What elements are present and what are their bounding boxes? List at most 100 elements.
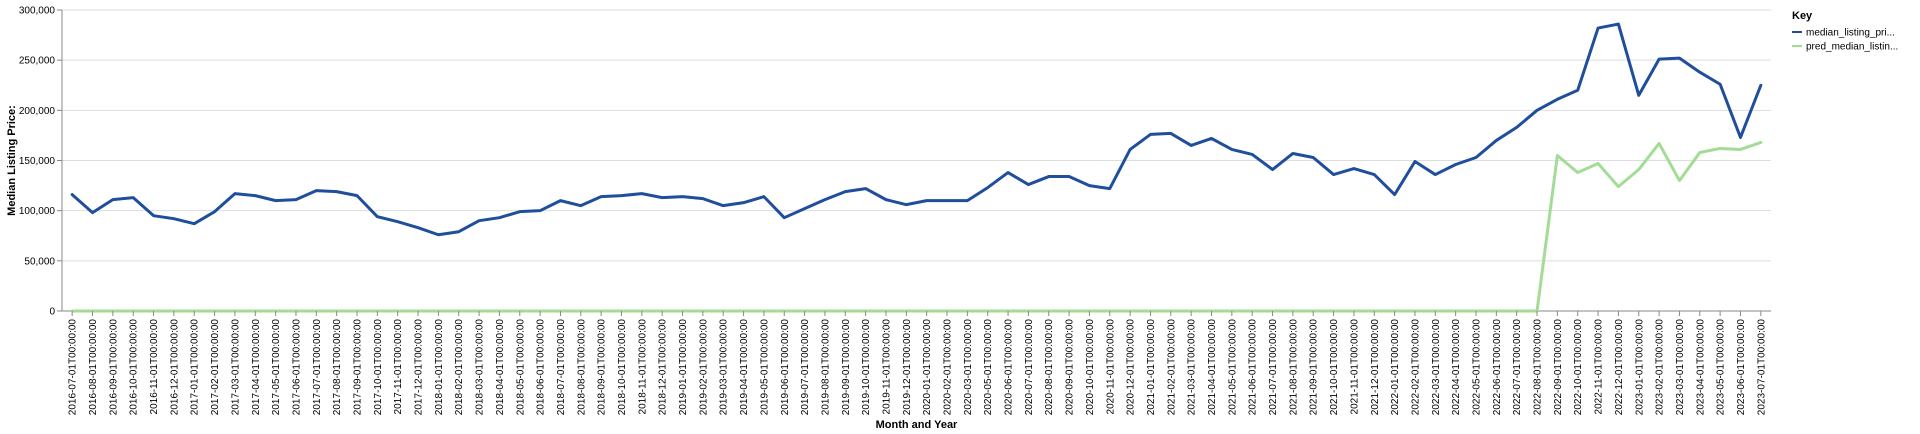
x-tick-label: 2022-06-01T00:00:00: [1492, 319, 1503, 416]
x-axis-ticks: 2016-07-01T00:00:00 2016-08-01T00:00:00 20…: [68, 311, 1767, 416]
x-tick-label: 2017-12-01T00:00:00: [414, 319, 425, 416]
x-tick-label: 2019-03-01T00:00:00: [719, 319, 730, 416]
x-tick-label: 2017-04-01T00:00:00: [251, 319, 262, 416]
x-tick-label: 2019-08-01T00:00:00: [820, 319, 831, 416]
x-tick-label: 2019-10-01T00:00:00: [861, 319, 872, 416]
x-tick-label: 2020-06-01T00:00:00: [1004, 319, 1015, 416]
x-tick-label: 2020-03-01T00:00:00: [963, 319, 974, 416]
x-tick-label: 2021-12-01T00:00:00: [1370, 319, 1381, 416]
x-tick-label: 2019-01-01T00:00:00: [678, 319, 689, 416]
x-tick-label: 2022-12-01T00:00:00: [1614, 319, 1625, 416]
legend-label: pred_median_listin...: [1806, 42, 1898, 53]
gridlines: [62, 9, 1771, 312]
x-tick-label: 2018-04-01T00:00:00: [495, 319, 506, 416]
x-tick-label: 2020-11-01T00:00:00: [1105, 319, 1116, 415]
series-lines: [70, 22, 1763, 313]
x-tick-label: 2023-07-01T00:00:00: [1756, 319, 1767, 416]
x-tick-label: 2023-04-01T00:00:00: [1695, 319, 1706, 416]
x-tick-label: 2021-09-01T00:00:00: [1309, 319, 1320, 416]
series-line-1: [70, 22, 1763, 237]
x-tick-label: 2016-10-01T00:00:00: [129, 319, 140, 416]
x-tick-label: 2021-02-01T00:00:00: [1166, 319, 1177, 416]
x-tick-label: 2018-12-01T00:00:00: [658, 319, 669, 416]
x-tick-label: 2016-09-01T00:00:00: [108, 319, 119, 416]
x-tick-label: 2017-10-01T00:00:00: [373, 319, 384, 416]
x-tick-label: 2022-11-01T00:00:00: [1594, 319, 1605, 415]
x-tick-label: 2019-11-01T00:00:00: [881, 319, 892, 415]
x-tick-label: 2022-02-01T00:00:00: [1410, 319, 1421, 416]
x-tick-label: 2022-03-01T00:00:00: [1431, 319, 1442, 416]
x-tick-label: 2022-04-01T00:00:00: [1451, 319, 1462, 416]
x-tick-label: 2023-01-01T00:00:00: [1634, 319, 1645, 416]
x-tick-label: 2018-09-01T00:00:00: [597, 319, 608, 416]
x-tick-label: 2018-10-01T00:00:00: [617, 319, 628, 416]
x-tick-label: 2017-06-01T00:00:00: [291, 319, 302, 416]
x-tick-label: 2017-03-01T00:00:00: [230, 319, 241, 416]
y-tick-label: 150,000: [19, 156, 56, 167]
x-tick-label: 2016-07-01T00:00:00: [68, 319, 79, 416]
x-tick-label: 2020-07-01T00:00:00: [1024, 319, 1035, 416]
x-tick-label: 2019-07-01T00:00:00: [800, 319, 811, 416]
y-tick-label: 250,000: [19, 56, 56, 67]
x-tick-label: 2022-01-01T00:00:00: [1390, 319, 1401, 416]
y-axis-title: Median Listing Price:: [6, 105, 18, 216]
x-tick-label: 2018-07-01T00:00:00: [556, 319, 567, 416]
x-tick-label: 2021-08-01T00:00:00: [1288, 319, 1299, 416]
x-tick-label: 2017-02-01T00:00:00: [210, 319, 221, 416]
x-tick-label: 2021-03-01T00:00:00: [1187, 319, 1198, 416]
x-tick-label: 2023-06-01T00:00:00: [1736, 319, 1747, 416]
y-axis-ticks: 0 50,000 100,000 150,000 200,000 250,000 300,0…: [19, 6, 62, 318]
x-axis-title: Month and Year: [876, 419, 958, 431]
x-tick-label: 2020-12-01T00:00:00: [1126, 319, 1137, 416]
x-tick-label: 2020-10-01T00:00:00: [1085, 319, 1096, 416]
x-tick-label: 2019-02-01T00:00:00: [698, 319, 709, 416]
x-tick-label: 2020-02-01T00:00:00: [943, 319, 954, 416]
y-tick-label: 100,000: [19, 206, 56, 217]
legend-label: median_listing_pri...: [1806, 28, 1895, 39]
x-tick-label: 2021-05-01T00:00:00: [1227, 319, 1238, 416]
x-tick-label: 2019-12-01T00:00:00: [902, 319, 913, 416]
x-tick-label: 2021-04-01T00:00:00: [1207, 319, 1218, 416]
x-tick-label: 2021-06-01T00:00:00: [1248, 319, 1259, 416]
x-tick-label: 2019-06-01T00:00:00: [780, 319, 791, 416]
y-tick-label: 0: [49, 307, 55, 318]
x-tick-label: 2022-07-01T00:00:00: [1512, 319, 1523, 416]
x-tick-label: 2021-11-01T00:00:00: [1349, 319, 1360, 415]
x-tick-label: 2023-02-01T00:00:00: [1655, 319, 1666, 416]
x-tick-label: 2022-05-01T00:00:00: [1471, 319, 1482, 416]
x-tick-label: 2017-05-01T00:00:00: [271, 319, 282, 416]
x-tick-label: 2017-09-01T00:00:00: [353, 319, 364, 416]
x-tick-label: 2018-02-01T00:00:00: [454, 319, 465, 416]
y-tick-label: 50,000: [24, 256, 55, 267]
x-tick-label: 2017-11-01T00:00:00: [393, 319, 404, 415]
x-tick-label: 2020-05-01T00:00:00: [983, 319, 994, 416]
x-tick-label: 2021-07-01T00:00:00: [1268, 319, 1279, 416]
x-tick-label: 2020-01-01T00:00:00: [922, 319, 933, 416]
x-tick-label: 2022-08-01T00:00:00: [1533, 319, 1544, 416]
legend: Key median_listing_pri... pred_median_lis…: [1792, 10, 1898, 53]
x-tick-label: 2019-09-01T00:00:00: [841, 319, 852, 416]
x-tick-label: 2018-05-01T00:00:00: [515, 319, 526, 416]
x-tick-label: 2020-09-01T00:00:00: [1065, 319, 1076, 416]
x-tick-label: 2019-04-01T00:00:00: [739, 319, 750, 416]
x-tick-label: 2018-01-01T00:00:00: [434, 319, 445, 416]
y-tick-label: 200,000: [19, 106, 56, 117]
x-tick-label: 2021-10-01T00:00:00: [1329, 319, 1340, 416]
x-tick-label: 2018-03-01T00:00:00: [475, 319, 486, 416]
x-tick-label: 2017-08-01T00:00:00: [332, 319, 343, 416]
x-tick-label: 2023-05-01T00:00:00: [1716, 319, 1727, 416]
x-tick-label: 2017-07-01T00:00:00: [312, 319, 323, 416]
x-tick-label: 2016-11-01T00:00:00: [149, 319, 160, 415]
x-tick-label: 2018-08-01T00:00:00: [576, 319, 587, 416]
x-tick-label: 2021-01-01T00:00:00: [1146, 319, 1157, 416]
x-tick-label: 2020-08-01T00:00:00: [1044, 319, 1055, 416]
y-tick-label: 300,000: [19, 6, 56, 17]
x-tick-label: 2022-09-01T00:00:00: [1553, 319, 1564, 416]
x-tick-label: 2022-10-01T00:00:00: [1573, 319, 1584, 416]
x-tick-label: 2016-12-01T00:00:00: [169, 319, 180, 416]
x-tick-label: 2018-11-01T00:00:00: [637, 319, 648, 415]
x-tick-label: 2023-03-01T00:00:00: [1675, 319, 1686, 416]
x-tick-label: 2017-01-01T00:00:00: [190, 319, 201, 416]
legend-title: Key: [1792, 10, 1813, 22]
